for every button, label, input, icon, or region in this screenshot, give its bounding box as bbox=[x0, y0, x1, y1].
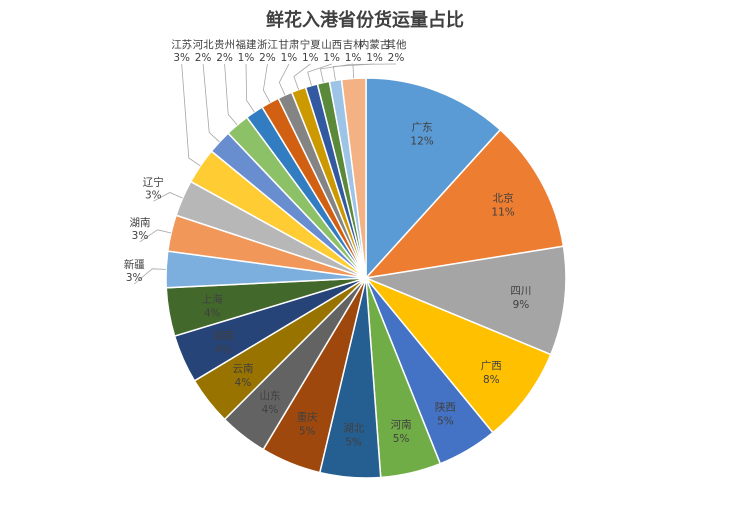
slice-name-label: 新疆 bbox=[124, 258, 145, 271]
slice-name-label: 湖南 bbox=[130, 216, 151, 229]
slice-value-label: 2% bbox=[259, 52, 276, 64]
slice-name-label: 河北 bbox=[193, 39, 214, 51]
slice-value-label: 11% bbox=[491, 207, 514, 219]
slice-name-label: 贵州 bbox=[214, 38, 235, 51]
leader-line bbox=[352, 63, 397, 79]
slice-name-label: 浙江 bbox=[257, 39, 278, 51]
leader-line bbox=[307, 63, 332, 86]
slice-name-label: 甘肃 bbox=[278, 38, 299, 51]
slice-value-label: 2% bbox=[388, 52, 405, 64]
slice-name-label: 吉林 bbox=[343, 38, 364, 51]
slice-name-label: 山东 bbox=[260, 389, 281, 402]
slice-labels: 广东12%北京11%四川9%广西8%陕西5%河南5%湖北5%重庆5%山东4%云南… bbox=[124, 38, 532, 449]
slice-value-label: 4% bbox=[204, 308, 221, 320]
slice-value-label: 8% bbox=[483, 374, 500, 386]
slice-value-label: 1% bbox=[345, 52, 362, 64]
pie-slices bbox=[165, 77, 567, 479]
slice-value-label: 5% bbox=[299, 426, 316, 438]
slice-name-label: 辽宁 bbox=[143, 175, 164, 188]
slice-value-label: 1% bbox=[323, 52, 340, 64]
slice-name-label: 湖北 bbox=[343, 423, 364, 435]
slice-value-label: 4% bbox=[235, 377, 252, 389]
leader-line bbox=[181, 63, 201, 167]
slice-name-label: 广东 bbox=[412, 121, 433, 134]
slice-name-label: 广西 bbox=[481, 360, 502, 372]
slice-name-label: 湖南 bbox=[213, 329, 234, 342]
slice-value-label: 1% bbox=[281, 52, 298, 64]
slice-value-label: 5% bbox=[437, 415, 454, 427]
slice-value-label: 9% bbox=[513, 299, 530, 311]
slice-name-label: 重庆 bbox=[297, 411, 318, 424]
leader-line bbox=[293, 63, 311, 90]
slice-value-label: 3% bbox=[173, 52, 190, 64]
slice-name-label: 山西 bbox=[321, 39, 342, 51]
slice-name-label: 内蒙古 bbox=[359, 38, 391, 51]
slice-value-label: 4% bbox=[262, 404, 279, 416]
leader-line bbox=[139, 229, 172, 243]
pie-slice bbox=[363, 245, 567, 356]
pie-slice bbox=[365, 77, 502, 280]
leader-line bbox=[245, 63, 255, 113]
slice-value-label: 1% bbox=[302, 52, 319, 64]
leader-line bbox=[332, 63, 375, 81]
slice-name-label: 福建 bbox=[236, 38, 257, 51]
slice-value-label: 1% bbox=[238, 52, 255, 64]
slice-name-label: 陕西 bbox=[435, 400, 456, 413]
slice-value-label: 3% bbox=[145, 189, 162, 201]
slice-value-label: 5% bbox=[393, 433, 410, 445]
leader-line bbox=[202, 63, 220, 143]
leader-line bbox=[262, 63, 271, 103]
slice-name-label: 北京 bbox=[493, 192, 514, 205]
slice-value-label: 3% bbox=[126, 272, 143, 284]
slice-value-label: 2% bbox=[216, 52, 233, 64]
slice-name-label: 其他 bbox=[386, 38, 407, 51]
slice-name-label: 上海 bbox=[202, 293, 223, 306]
chart-title: 鲜花入港省份货运量占比 bbox=[266, 9, 464, 31]
slice-name-label: 河南 bbox=[391, 418, 412, 431]
slice-value-label: 5% bbox=[345, 437, 362, 449]
slice-value-label: 4% bbox=[215, 344, 232, 356]
leader-line bbox=[133, 268, 167, 285]
slice-value-label: 3% bbox=[132, 230, 149, 242]
slice-value-label: 2% bbox=[195, 52, 212, 64]
leader-line bbox=[153, 192, 183, 202]
slice-name-label: 江苏 bbox=[171, 38, 192, 51]
slice-name-label: 四川 bbox=[510, 285, 531, 297]
slice-name-label: 云南 bbox=[233, 362, 254, 375]
slice-value-label: 12% bbox=[410, 136, 433, 148]
slice-name-label: 宁夏 bbox=[300, 38, 321, 51]
leader-line bbox=[278, 63, 290, 96]
leader-lines bbox=[133, 63, 397, 285]
pie-slice bbox=[365, 277, 552, 434]
leader-line bbox=[224, 63, 238, 126]
slice-value-label: 1% bbox=[366, 52, 383, 64]
pie-slice bbox=[364, 128, 565, 280]
